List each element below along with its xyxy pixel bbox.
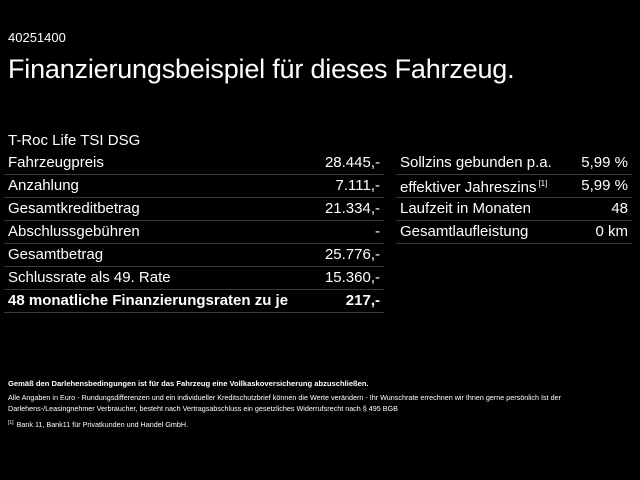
row-label: 48 monatliche Finanzierungsraten zu je [8, 292, 289, 309]
financing-row-total-amount: Gesamtbetrag 25.776,- [4, 244, 384, 267]
row-value: 0 km [595, 223, 628, 240]
row-label: Anzahlung [8, 177, 79, 194]
row-label: Gesamtkreditbetrag [8, 200, 140, 217]
row-value: 48 [611, 200, 628, 217]
disclaimer-text: Alle Angaben in Euro - Rundungsdifferenz… [8, 393, 561, 413]
row-label-wrap: effektiver Jahreszins [1] [400, 173, 547, 199]
interest-row-fixed-rate: Sollzins gebunden p.a. 5,99 % [396, 152, 632, 175]
row-value: 217,- [345, 292, 380, 309]
row-label: effektiver Jahreszins [400, 179, 537, 196]
row-label: Sollzins gebunden p.a. [400, 154, 552, 171]
row-value: - [375, 223, 380, 240]
vehicle-model: T-Roc Life TSI DSG [8, 132, 141, 149]
row-label: Fahrzeugpreis [8, 154, 104, 171]
vehicle-id: 40251400 [8, 30, 66, 45]
insurance-note: Gemäß den Darlehensbedingungen ist für d… [8, 379, 369, 388]
footnote-marker: [1] [8, 420, 14, 426]
legal-footer: Gemäß den Darlehensbedingungen ist für d… [8, 378, 628, 430]
interest-row-effective-rate: effektiver Jahreszins [1] 5,99 % [396, 175, 632, 198]
financing-row-final-installment: Schlussrate als 49. Rate 15.360,- [4, 267, 384, 290]
interest-row-term: Laufzeit in Monaten 48 [396, 198, 632, 221]
row-label: Gesamtlaufleistung [400, 223, 529, 240]
row-value: 25.776,- [324, 246, 380, 263]
row-value: 5,99 % [581, 177, 628, 194]
financing-row-down-payment: Anzahlung 7.111,- [4, 175, 384, 198]
row-label: Laufzeit in Monaten [400, 200, 531, 217]
financing-row-vehicle-price: Fahrzeugpreis 28.445,- [4, 152, 384, 175]
row-value: 7.111,- [335, 177, 380, 194]
row-value: 28.445,- [324, 154, 380, 171]
row-value: 15.360,- [324, 269, 380, 286]
row-value: 21.334,- [324, 200, 380, 217]
financing-row-monthly-rate: 48 monatliche Finanzierungsraten zu je 2… [4, 290, 384, 313]
row-label: Gesamtbetrag [8, 246, 104, 263]
interest-table: Sollzins gebunden p.a. 5,99 % effektiver… [396, 152, 632, 244]
financing-table: Fahrzeugpreis 28.445,- Anzahlung 7.111,-… [4, 152, 384, 313]
lender-footnote: [1] Bank 11, Bank11 für Privatkunden und … [8, 418, 628, 430]
row-label: Abschlussgebühren [8, 223, 140, 240]
footnote-text: Bank 11, Bank11 für Privatkunden und Han… [16, 420, 189, 429]
row-label: Schlussrate als 49. Rate [8, 269, 171, 286]
financing-row-closing-fees: Abschlussgebühren - [4, 221, 384, 244]
financing-row-total-credit: Gesamtkreditbetrag 21.334,- [4, 198, 384, 221]
row-value: 5,99 % [581, 154, 628, 171]
interest-row-mileage: Gesamtlaufleistung 0 km [396, 221, 632, 244]
page-title: Finanzierungsbeispiel für dieses Fahrzeu… [8, 54, 515, 84]
footnote-marker: [1] [538, 179, 548, 188]
